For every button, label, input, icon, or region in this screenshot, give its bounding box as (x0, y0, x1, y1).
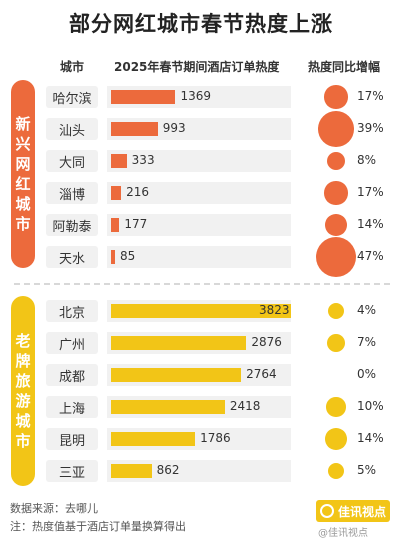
bar-track (107, 182, 291, 204)
group-label-new-text: 新兴网红城市 (15, 115, 31, 233)
logo-text: 佳讯视点 (338, 505, 387, 519)
city-label: 广州 (46, 332, 98, 354)
growth-bubble (325, 214, 347, 236)
bar-track (107, 150, 291, 172)
city-label: 大同 (46, 150, 98, 172)
bar-track (107, 460, 291, 482)
table-row: 大同 333 8% (0, 148, 402, 174)
group-label-old: 老牌旅游城市 (11, 296, 35, 486)
table-row: 广州 2876 7% (0, 330, 402, 356)
table-row: 上海 2418 10% (0, 394, 402, 420)
group-divider (14, 283, 390, 285)
growth-bubble (325, 428, 347, 450)
growth-bubble (327, 462, 345, 480)
growth-bubble (326, 397, 346, 417)
city-label: 天水 (46, 246, 98, 268)
heat-value: 993 (162, 121, 186, 135)
heat-bar (111, 250, 115, 264)
table-row: 成都 2764 0% (0, 362, 402, 388)
heat-bar (111, 432, 196, 446)
logo-icon (320, 504, 334, 518)
bar-track (107, 214, 291, 236)
heat-bar (111, 336, 247, 350)
city-label: 成都 (46, 364, 98, 386)
growth-bubble (326, 151, 346, 171)
growth-bubble (327, 302, 345, 320)
growth-value: 14% (357, 217, 384, 231)
growth-value: 8% (357, 153, 377, 167)
table-row: 哈尔滨 1369 17% (0, 84, 402, 110)
heat-value: 177 (124, 217, 148, 231)
heat-value: 1786 (200, 431, 231, 445)
heat-value: 2764 (246, 367, 277, 381)
heat-value: 2876 (251, 335, 282, 349)
growth-bubble (324, 85, 348, 109)
growth-bubble (316, 237, 356, 277)
city-label: 哈尔滨 (46, 86, 98, 108)
heat-value: 85 (120, 249, 136, 263)
growth-value: 47% (357, 249, 384, 263)
growth-value: 17% (357, 185, 384, 199)
heat-bar (111, 122, 158, 136)
heat-bar (111, 368, 242, 382)
brand-logo: 佳讯视点 (316, 500, 390, 522)
heat-bar (111, 90, 176, 104)
growth-value: 14% (357, 431, 384, 445)
heat-bar (111, 304, 291, 318)
heat-value: 862 (156, 463, 180, 477)
watermark: @佳讯视点 (318, 528, 368, 539)
heat-value: 216 (126, 185, 150, 199)
note-text: 注：热度值基于酒店订单量换算得出 (10, 520, 186, 533)
page-title: 部分网红城市春节热度上涨 (69, 12, 333, 36)
table-row: 天水 85 47% (0, 237, 402, 277)
growth-bubble (327, 334, 345, 352)
group-label-new: 新兴网红城市 (11, 80, 35, 268)
table-row: 北京 3823 4% (0, 298, 402, 324)
growth-value: 39% (357, 121, 384, 135)
table-row: 昆明 1786 14% (0, 426, 402, 452)
heat-bar (111, 186, 122, 200)
header-growth: 热度同比增幅 (308, 60, 381, 74)
heat-value: 2418 (229, 399, 261, 413)
city-label: 汕头 (46, 118, 98, 140)
growth-value: 17% (357, 89, 384, 103)
growth-value: 5% (357, 463, 377, 477)
growth-bubble (318, 111, 354, 147)
city-label: 三亚 (46, 460, 98, 482)
header-heat: 2025年春节期间酒店订单热度 (114, 60, 280, 74)
growth-value: 0% (357, 367, 377, 381)
city-label: 上海 (46, 396, 98, 418)
heat-bar (111, 464, 152, 478)
table-row: 阿勒泰 177 14% (0, 212, 402, 238)
heat-bar (111, 218, 120, 232)
city-label: 北京 (46, 300, 98, 322)
table-row: 淄博 216 17% (0, 180, 402, 206)
group-label-old-text: 老牌旅游城市 (15, 332, 31, 450)
heat-bar (111, 400, 225, 414)
header-city: 城市 (60, 60, 85, 74)
table-row: 三亚 862 5% (0, 458, 402, 484)
bar-track (107, 246, 291, 268)
table-row: 汕头 993 39% (0, 111, 402, 147)
growth-value: 4% (357, 303, 377, 317)
source-text: 数据来源：去哪儿 (10, 502, 98, 515)
heat-bar (111, 154, 127, 168)
heat-value: 3823 (259, 303, 290, 317)
growth-value: 10% (357, 399, 384, 413)
city-label: 淄博 (46, 182, 98, 204)
growth-value: 7% (357, 335, 377, 349)
growth-bubble (324, 181, 348, 205)
heat-value: 333 (131, 153, 155, 167)
heat-value: 1369 (180, 89, 211, 103)
city-label: 昆明 (46, 428, 98, 450)
city-label: 阿勒泰 (46, 214, 98, 236)
